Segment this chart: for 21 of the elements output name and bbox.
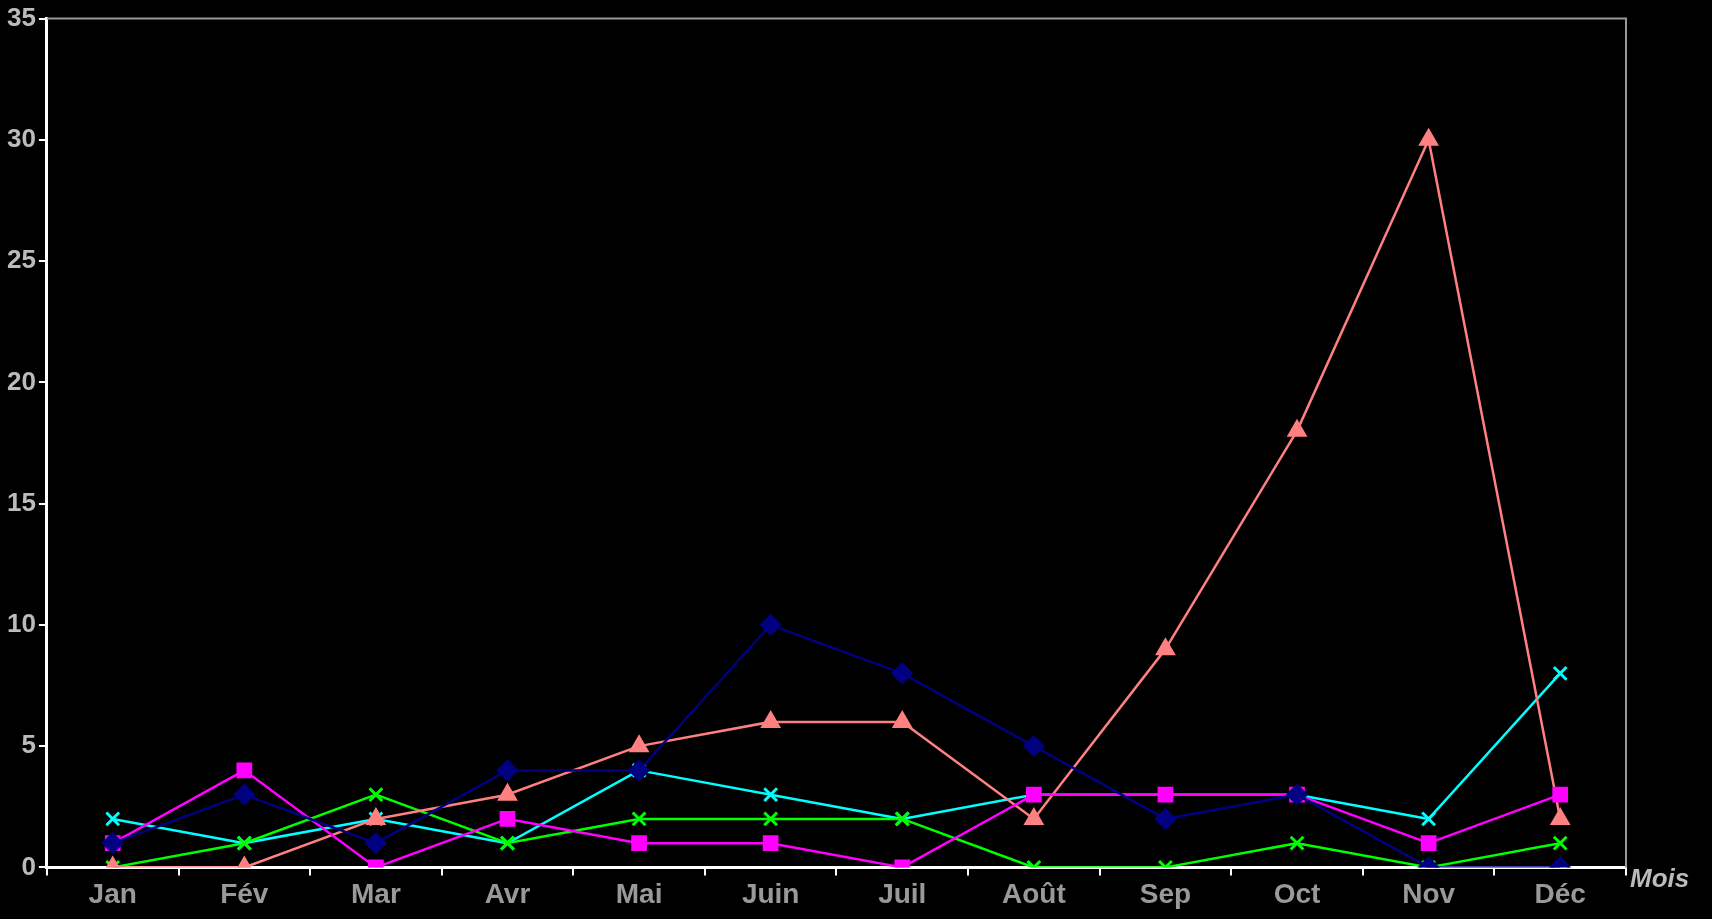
x-tick-label: Août (1001, 877, 1066, 909)
y-tick-label: 35 (7, 1, 36, 32)
y-tick-label: 10 (7, 608, 36, 639)
y-tick-label: 5 (21, 729, 36, 760)
y-tick-label: 15 (7, 486, 36, 517)
x-tick-label: Déc (1534, 877, 1586, 909)
x-tick-label: Mai (615, 877, 663, 909)
x-tick-label: Juin (741, 877, 800, 909)
x-tick-label: Avr (484, 877, 531, 909)
x-axis-title: Mois (1630, 862, 1690, 893)
x-tick-label: Oct (1273, 877, 1321, 909)
y-tick-label: 25 (7, 244, 36, 275)
x-tick-label: Juil (878, 877, 927, 909)
x-tick-label: Fév (220, 877, 269, 909)
x-tick-label: Jan (88, 877, 137, 909)
y-tick-label: 30 (7, 123, 36, 154)
x-tick-label: Nov (1402, 877, 1456, 909)
y-tick-label: 0 (21, 850, 36, 881)
x-tick-label: Sep (1139, 877, 1192, 909)
y-tick-label: 20 (7, 365, 36, 396)
x-tick-label: Mar (351, 877, 401, 909)
